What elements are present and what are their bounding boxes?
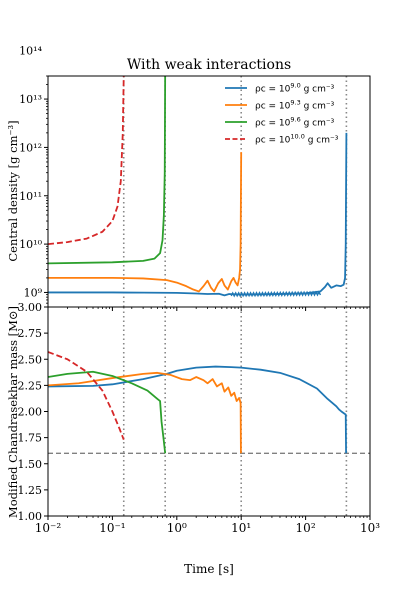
bottom-vertical-lines <box>122 307 348 516</box>
y-tick-label-bottom: 1.50 <box>18 458 43 471</box>
bottom-plot-frame <box>47 306 371 517</box>
top-x-ticks <box>47 307 371 311</box>
series-line-3 <box>48 76 125 245</box>
chart-title: With weak interactions <box>127 57 291 73</box>
series-line-0 <box>48 365 347 454</box>
top-y-ticks: 10⁹ 10¹⁰ 10¹¹ 10¹² 10¹³ 10¹⁴ <box>19 45 48 308</box>
series-line-1 <box>48 152 243 293</box>
bottom-x-ticks: 10⁻² 10⁻¹ 10⁰ 10¹ 10² 10³ <box>35 516 380 535</box>
y-tick-label-bottom: 2.50 <box>18 353 43 366</box>
x-tick-label: 10⁰ <box>167 521 187 535</box>
x-tick-label: 10³ <box>360 521 380 535</box>
legend-entry-label: ρc = 109.0 g cm⁻³ <box>255 82 335 95</box>
y-tick-label-top: 10¹⁰ <box>19 238 42 251</box>
legend-entry-label: ρc = 1010.0 g cm⁻³ <box>255 133 339 146</box>
y-tick-label-bottom: 2.25 <box>18 379 43 392</box>
series-line-1 <box>48 371 242 454</box>
series-line-3 <box>48 351 125 441</box>
series-line-2 <box>48 370 167 454</box>
y-axis-label-bottom: Modified Chandrasekhar mass [M⊙] <box>6 306 20 518</box>
legend-entry-label: ρc = 109.3 g cm⁻³ <box>255 99 335 112</box>
series-line-0-oscillation <box>230 290 322 298</box>
y-tick-label-bottom: 1.25 <box>18 484 43 497</box>
top-series-lines <box>48 76 348 298</box>
y-tick-label-bottom: 2.75 <box>18 327 43 340</box>
y-tick-label-bottom: 3.00 <box>18 301 43 314</box>
y-tick-label-top: 10¹⁴ <box>19 45 42 58</box>
x-axis-label: Time [s] <box>184 562 234 576</box>
legend: ρc = 109.0 g cm⁻³ ρc = 109.3 g cm⁻³ ρc = 1… <box>225 82 339 146</box>
y-tick-label-top: 10⁹ <box>24 286 43 299</box>
x-tick-label: 10¹ <box>231 521 251 535</box>
series-line-0 <box>48 132 348 297</box>
x-tick-label: 10⁻² <box>35 521 62 535</box>
y-tick-label-top: 10¹³ <box>19 93 42 106</box>
bottom-y-ticks: 1.00 1.25 1.50 1.75 2.00 2.25 2.50 2.75 3.00 <box>18 301 48 523</box>
bottom-series-lines <box>48 351 347 454</box>
y-tick-label-top: 10¹² <box>19 141 42 154</box>
series-line-2 <box>48 76 167 265</box>
y-tick-label-bottom: 1.00 <box>18 510 43 523</box>
bottom-panel: 1.00 1.25 1.50 1.75 2.00 2.25 2.50 2.75 3.00 10⁻… <box>18 301 381 535</box>
legend-entry-label: ρc = 109.6 g cm⁻³ <box>255 116 335 129</box>
y-tick-label-bottom: 2.00 <box>18 406 43 419</box>
x-tick-label: 10⁻¹ <box>99 521 125 535</box>
top-panel: 10⁹ 10¹⁰ 10¹¹ 10¹² 10¹³ 10¹⁴ ρc = 109.0 g cm⁻… <box>19 45 371 311</box>
x-tick-label: 10² <box>296 521 316 535</box>
y-tick-label-bottom: 1.75 <box>18 432 43 445</box>
y-axis-label-top: Central density [g cm⁻³] <box>6 120 20 261</box>
y-tick-label-top: 10¹¹ <box>19 190 42 203</box>
